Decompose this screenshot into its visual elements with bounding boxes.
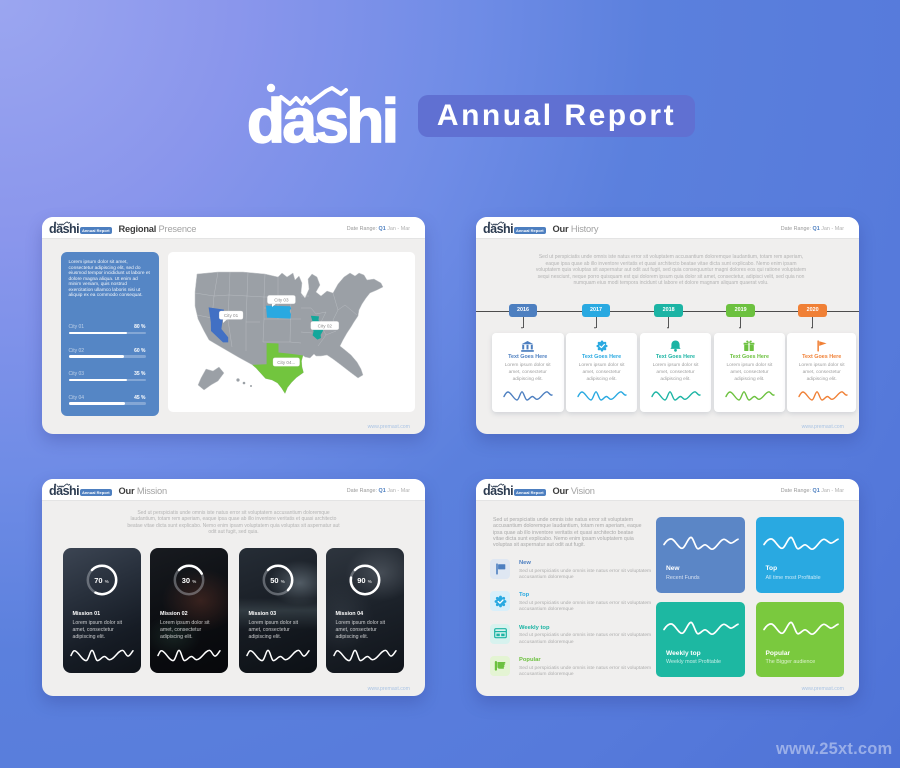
svg-text:City 02: City 02: [318, 323, 333, 328]
svg-text:City 03: City 03: [274, 297, 289, 302]
svg-text:City 01: City 01: [224, 313, 239, 318]
svg-text:City 04...: City 04...: [277, 360, 295, 365]
